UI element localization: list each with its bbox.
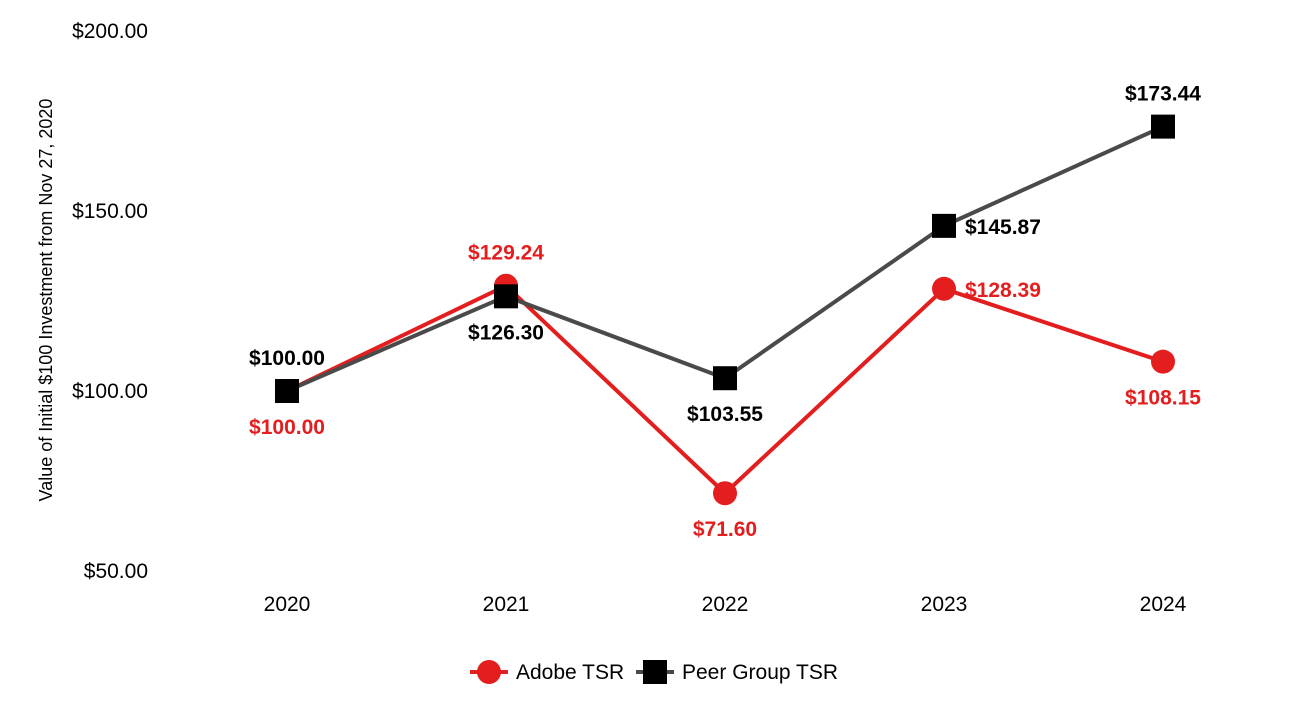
adobe-data-point bbox=[932, 276, 956, 301]
x-tick-label: 2024 bbox=[1140, 593, 1187, 616]
adobe-data-label: $108.15 bbox=[1125, 387, 1201, 410]
peer-group-data-label: $145.87 bbox=[965, 216, 1041, 239]
legend-peer-marker bbox=[643, 660, 667, 684]
x-tick-label: 2023 bbox=[921, 593, 968, 616]
peer-group-data-point bbox=[932, 213, 956, 238]
legend-peer-label: Peer Group TSR bbox=[682, 661, 838, 684]
legend-adobe-marker bbox=[477, 660, 501, 684]
adobe-data-point bbox=[1151, 349, 1175, 374]
adobe-data-label: $128.39 bbox=[965, 279, 1041, 302]
x-tick-label: 2021 bbox=[483, 593, 530, 616]
y-tick-label: $100.00 bbox=[72, 380, 148, 403]
peer-group-data-point bbox=[494, 284, 518, 309]
peer-group-data-label: $173.44 bbox=[1125, 83, 1201, 106]
peer-group-data-label: $100.00 bbox=[249, 347, 325, 370]
peer-group-data-point bbox=[1151, 114, 1175, 139]
adobe-data-label: $100.00 bbox=[249, 416, 325, 439]
series-line-peer-group bbox=[286, 124, 1164, 393]
peer-group-data-point bbox=[275, 379, 299, 403]
y-axis-title: Value of Initial $100 Investment from No… bbox=[36, 99, 56, 502]
y-tick-label: $150.00 bbox=[72, 200, 148, 223]
y-tick-label: $200.00 bbox=[72, 20, 148, 43]
adobe-data-label: $71.60 bbox=[693, 518, 757, 541]
peer-group-data-label: $126.30 bbox=[468, 321, 544, 344]
peer-group-data-label: $103.55 bbox=[687, 403, 763, 426]
x-tick-label: 2020 bbox=[264, 593, 311, 616]
adobe-data-label: $129.24 bbox=[468, 242, 544, 265]
peer-group-data-point bbox=[713, 366, 737, 391]
adobe-data-point bbox=[713, 481, 737, 506]
legend-adobe-label: Adobe TSR bbox=[516, 661, 624, 684]
x-tick-label: 2022 bbox=[702, 593, 749, 616]
y-tick-label: $50.00 bbox=[84, 560, 148, 583]
legend: Adobe TSR Peer Group TSR bbox=[470, 660, 838, 684]
